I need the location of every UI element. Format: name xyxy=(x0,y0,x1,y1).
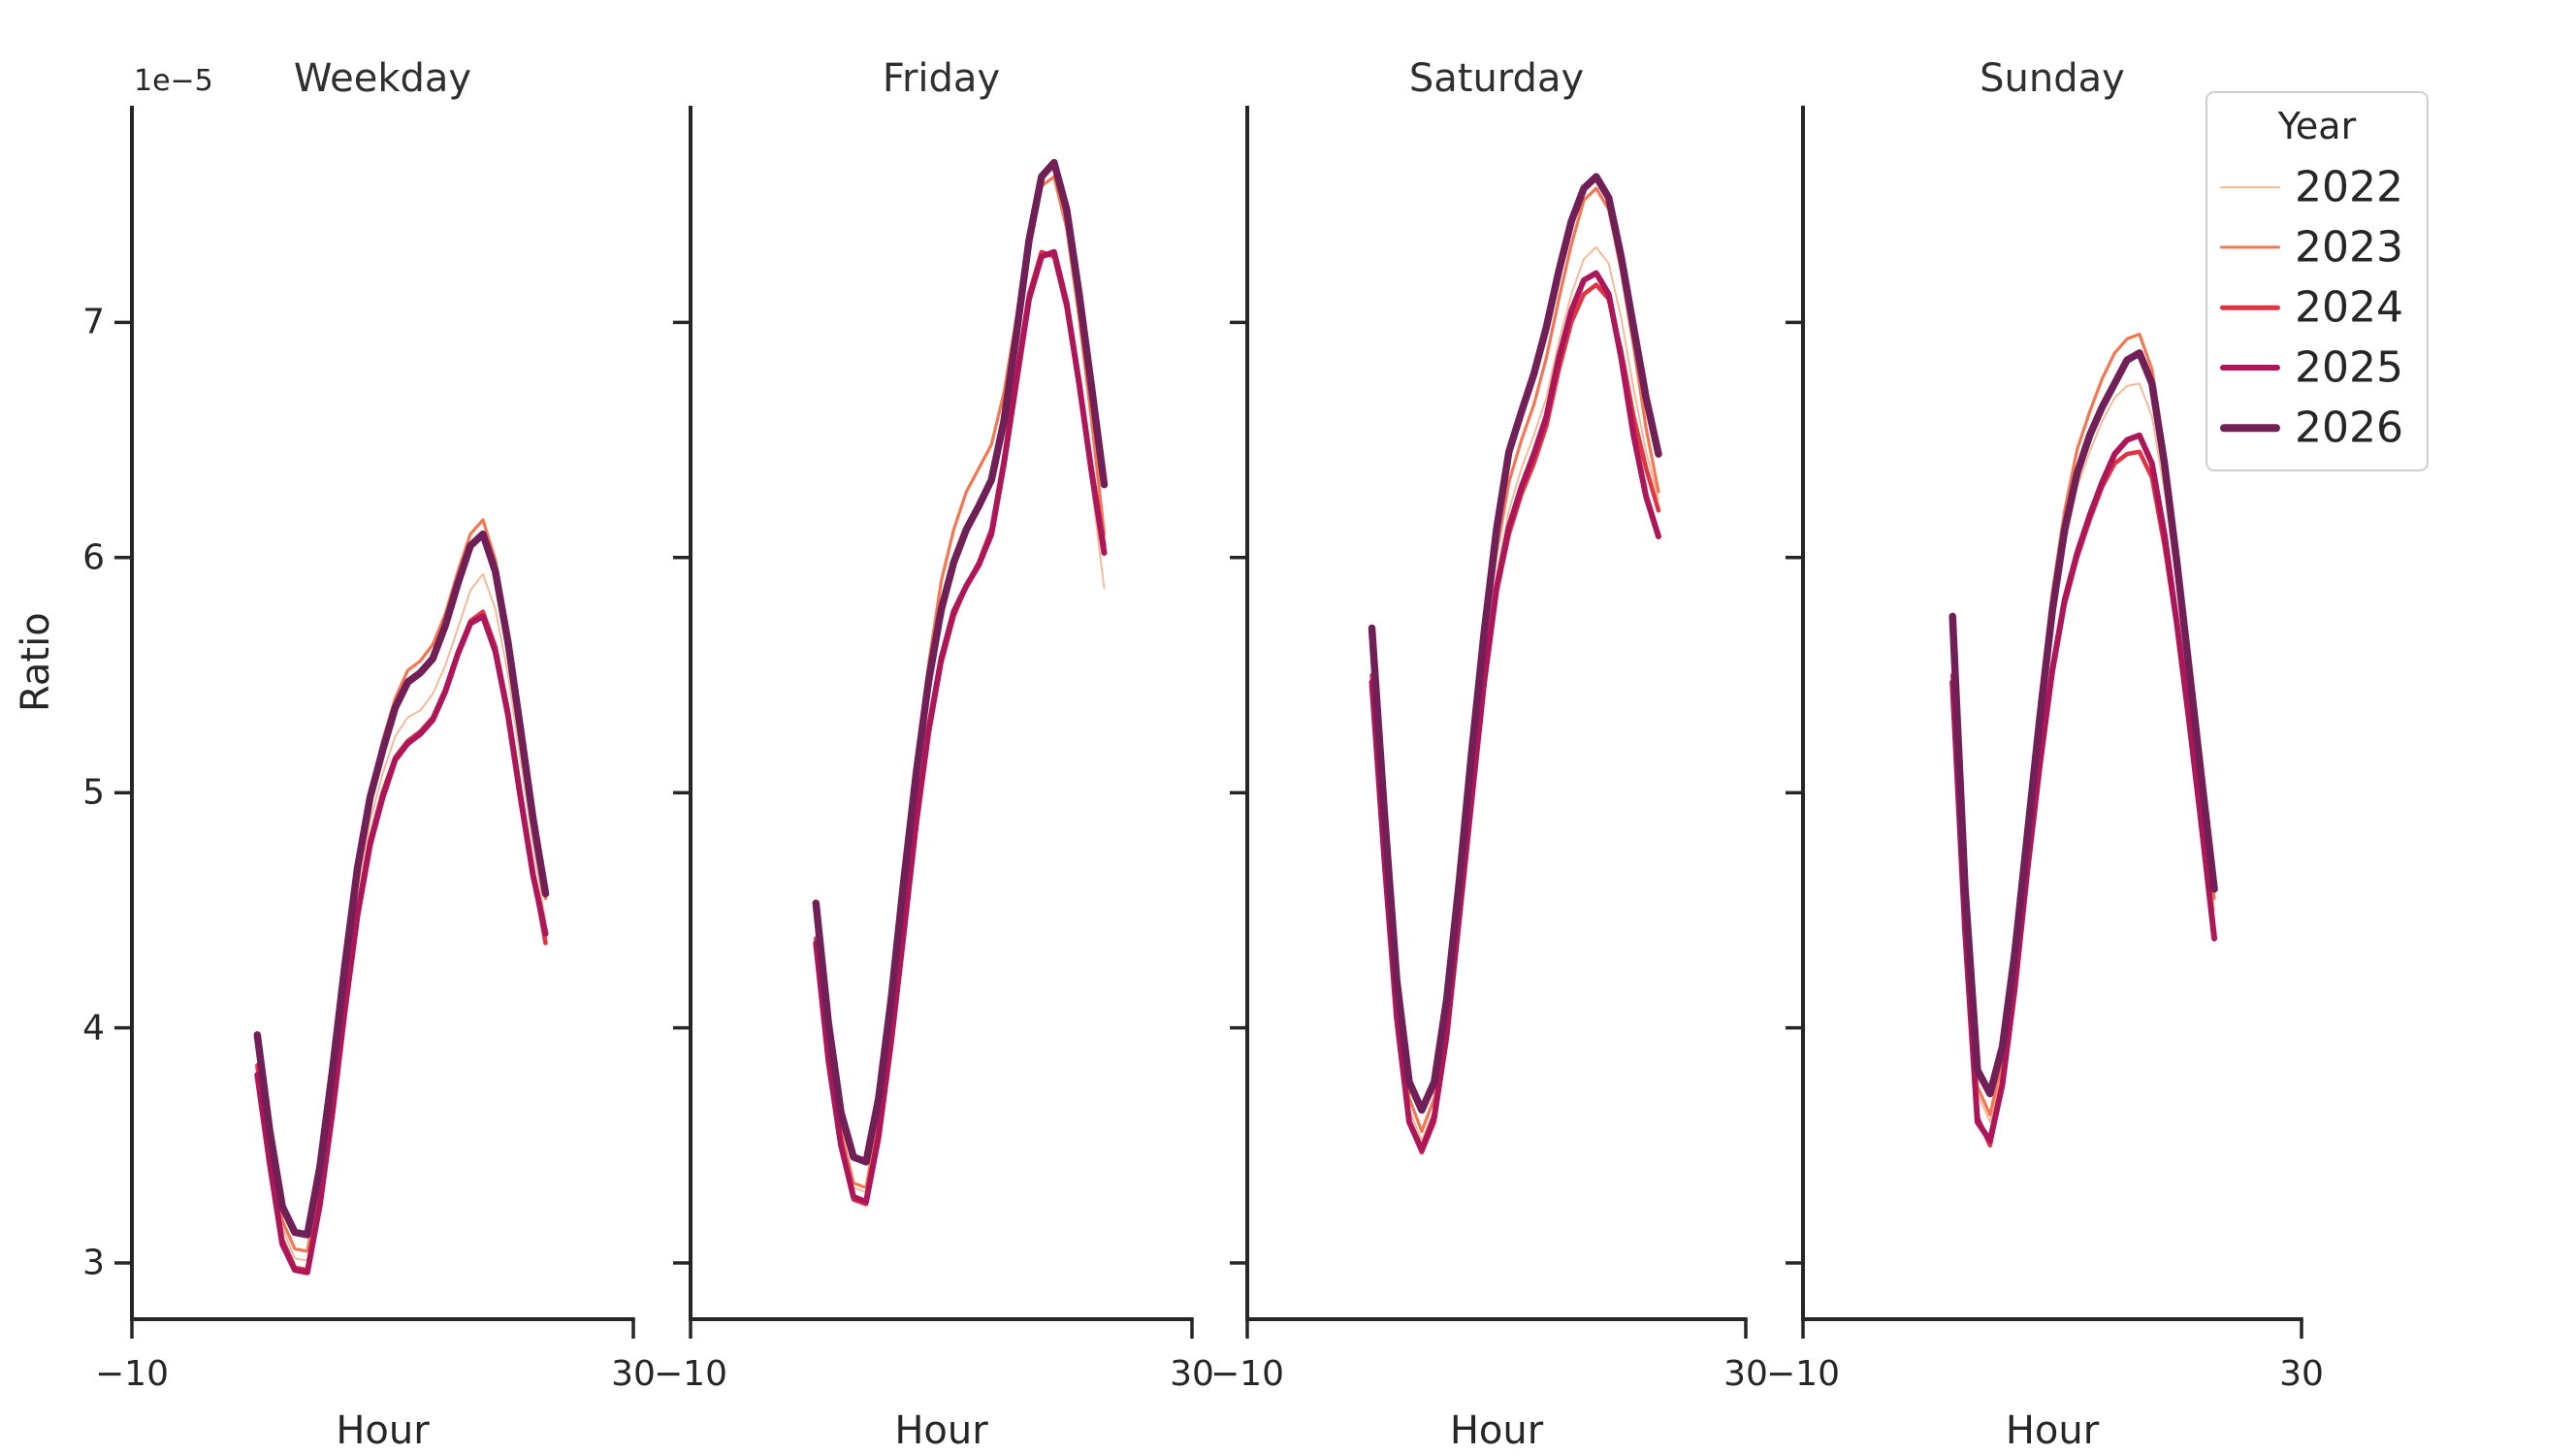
series-line-2024 xyxy=(814,249,1107,1207)
series-line-2022 xyxy=(256,572,547,1262)
legend-line-sample xyxy=(2220,424,2280,432)
series-line-2022 xyxy=(1951,382,2215,1123)
legend-entry-2024: 2024 xyxy=(2207,277,2427,338)
x-tick-label: −10 xyxy=(654,1354,727,1394)
y-tick-label: 3 xyxy=(82,1243,105,1283)
y-tick-label: 7 xyxy=(82,302,105,342)
legend-entry-label: 2026 xyxy=(2295,403,2403,453)
legend-entry-2026: 2026 xyxy=(2207,398,2427,458)
y-tick-label: 5 xyxy=(82,772,105,813)
panel-title: Weekday xyxy=(293,56,472,101)
x-tick-label: −10 xyxy=(95,1354,169,1394)
x-axis-label: Hour xyxy=(1449,1408,1544,1453)
x-tick-label: −10 xyxy=(1766,1354,1840,1394)
x-tick-label: 30 xyxy=(2279,1354,2324,1394)
legend-entry-2025: 2025 xyxy=(2207,338,2427,398)
legend-line-sample xyxy=(2220,186,2280,188)
x-axis-label: Hour xyxy=(336,1408,430,1453)
series-line-2025 xyxy=(254,613,549,1276)
legend: Year 2022 2023 2024 2025 2026 xyxy=(2206,91,2429,471)
y-tick-label: 6 xyxy=(82,537,105,578)
series-line-2024 xyxy=(255,609,548,1273)
series-line-2026 xyxy=(812,158,1109,1166)
series-line-2026 xyxy=(1368,173,1662,1115)
series-line-2024 xyxy=(1369,282,1661,1155)
panel-title: Friday xyxy=(882,56,1001,101)
legend-line-sample xyxy=(2220,365,2280,371)
x-axis-label: Hour xyxy=(894,1408,988,1453)
legend-entry-label: 2023 xyxy=(2295,222,2403,273)
series-line-2023 xyxy=(814,175,1107,1189)
legend-entry-2022: 2022 xyxy=(2207,157,2427,217)
x-axis-label: Hour xyxy=(2005,1408,2100,1453)
legend-entry-label: 2025 xyxy=(2295,342,2403,393)
y-tick-label: 4 xyxy=(82,1008,105,1049)
legend-entry-label: 2022 xyxy=(2295,162,2403,212)
x-tick-label: 30 xyxy=(611,1354,656,1394)
series-line-2025 xyxy=(1949,432,2218,1144)
x-tick-label: 30 xyxy=(1723,1354,1768,1394)
series-line-2026 xyxy=(1948,349,2218,1098)
legend-line-sample xyxy=(2220,245,2280,249)
series-line-2022 xyxy=(1370,245,1659,1142)
series-line-2026 xyxy=(253,530,550,1239)
legend-title: Year xyxy=(2277,105,2357,147)
panel-title: Sunday xyxy=(1980,56,2125,101)
panel-title: Saturday xyxy=(1408,56,1585,101)
y-axis-offset-text: 1e−5 xyxy=(134,64,213,98)
legend-entry-2023: 2023 xyxy=(2207,217,2427,277)
series-line-2025 xyxy=(1368,270,1661,1153)
series-line-2022 xyxy=(815,250,1106,1194)
legend-line-sample xyxy=(2220,305,2280,310)
x-tick-label: −10 xyxy=(1210,1354,1284,1394)
series-line-2025 xyxy=(813,248,1108,1205)
legend-entry-label: 2024 xyxy=(2295,282,2403,333)
x-tick-label: 30 xyxy=(1170,1354,1214,1394)
